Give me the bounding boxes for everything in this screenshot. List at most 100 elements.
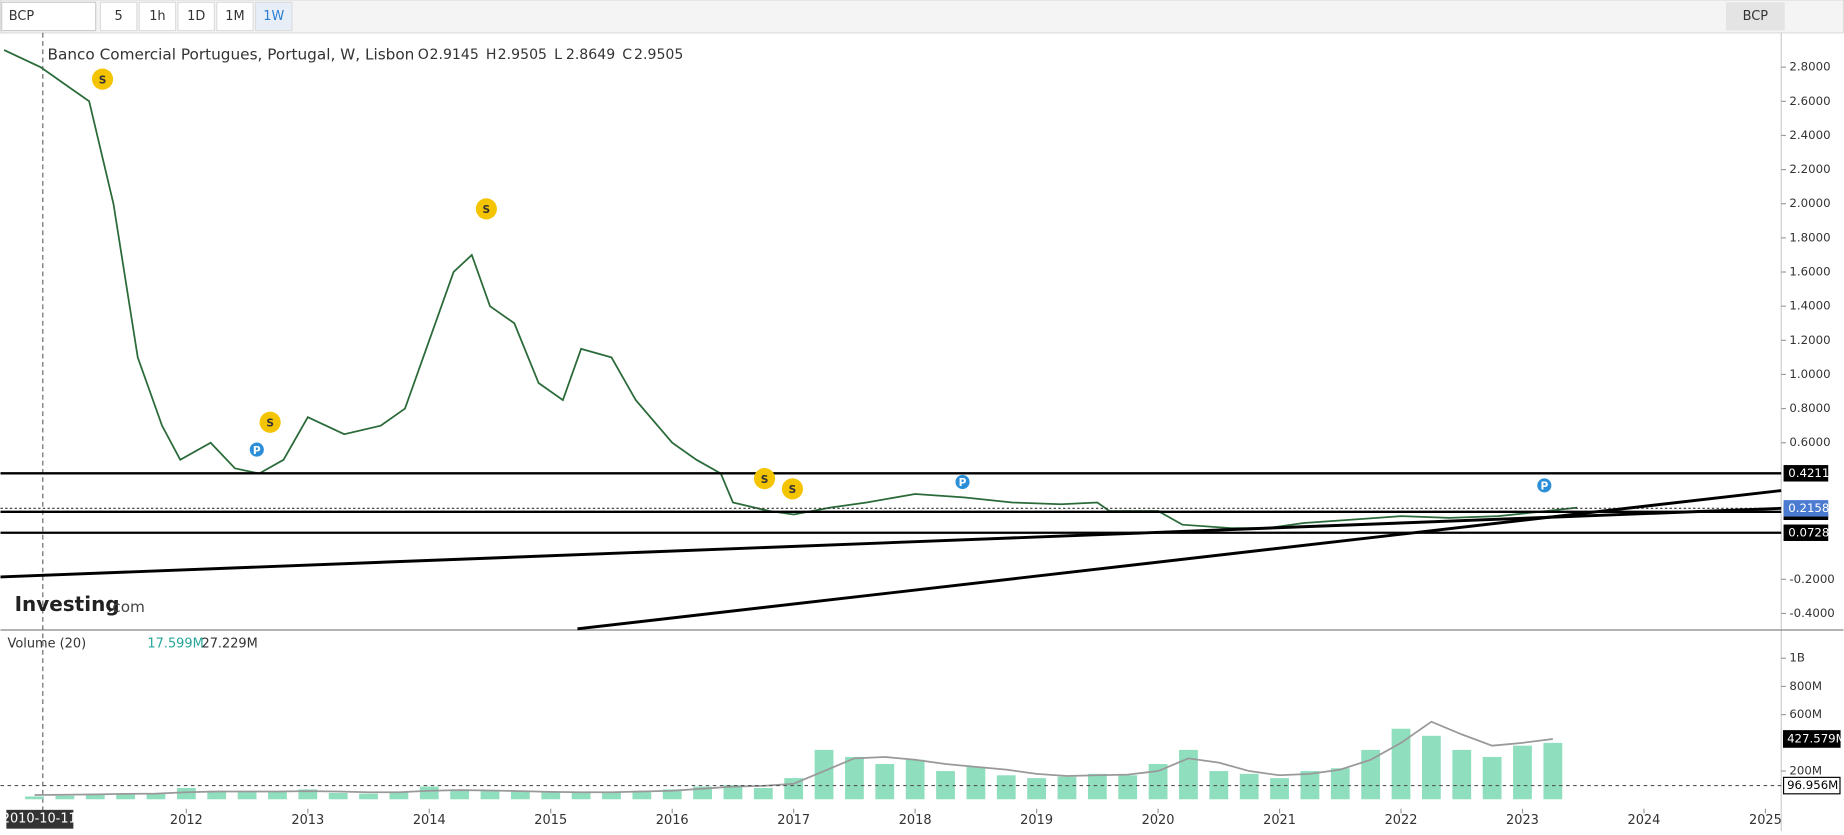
- event-label[interactable]: S: [266, 417, 274, 429]
- ohlc-key: O: [418, 47, 429, 63]
- event-label[interactable]: P: [253, 445, 261, 457]
- trendline: [0, 506, 1782, 579]
- y-tick-label: 1.0000: [1789, 367, 1830, 381]
- level-label: 0.4211: [1788, 466, 1829, 480]
- interval-label[interactable]: 1D: [187, 9, 205, 24]
- volume-bar: [814, 749, 834, 800]
- y-tick-label: 2.4000: [1789, 128, 1830, 142]
- y-tick-label: 1.4000: [1789, 299, 1830, 313]
- volume-bar: [541, 792, 561, 800]
- volume-bar: [25, 796, 44, 800]
- volume-bar: [1300, 771, 1320, 800]
- interval-button[interactable]: [254, 1, 293, 32]
- x-tick-label: 2018: [899, 813, 932, 828]
- volume-bar: [146, 793, 166, 800]
- ohlc-value: 2.9145: [430, 47, 479, 63]
- x-tick-label: 2022: [1385, 813, 1418, 828]
- ohlc-key: L: [554, 47, 562, 63]
- y-tick-label: 1.6000: [1789, 265, 1830, 279]
- interval-button[interactable]: [138, 1, 177, 32]
- volume-bar: [1361, 749, 1381, 800]
- volume-bar: [1452, 749, 1472, 800]
- y-tick-label: 800M: [1789, 679, 1822, 693]
- volume-bar: [1027, 778, 1047, 800]
- symbol[interactable]: BCP: [9, 9, 35, 24]
- event-label[interactable]: S: [99, 74, 107, 86]
- event-label[interactable]: S: [761, 474, 769, 486]
- volume-label: 427.579M: [1787, 731, 1844, 745]
- event-label[interactable]: P: [959, 477, 967, 489]
- interval-label[interactable]: 1h: [149, 9, 165, 24]
- volume-bar: [1482, 756, 1502, 800]
- y-tick-label: 200M: [1789, 764, 1822, 778]
- interval-label[interactable]: 1M: [225, 9, 244, 24]
- logo-suffix: .com: [107, 598, 144, 616]
- logo: Investing: [15, 592, 120, 616]
- current-price-box: [1783, 500, 1829, 517]
- event-label[interactable]: S: [789, 484, 797, 496]
- symbol-box[interactable]: [1, 1, 97, 32]
- chart-title: Banco Comercial Portugues, Portugal, W, …: [48, 46, 415, 64]
- volume-bar: [237, 792, 257, 800]
- volume-bar: [632, 790, 652, 800]
- interval-label[interactable]: 1W: [263, 9, 284, 24]
- volume-legend-value: 27.229M: [201, 637, 257, 652]
- event-marker[interactable]: [753, 468, 776, 490]
- event-label[interactable]: S: [483, 204, 491, 216]
- volume-legend-value: 17.599M: [147, 637, 203, 652]
- right-symbol-box[interactable]: [1725, 2, 1785, 31]
- level-label-box: [1783, 524, 1829, 541]
- current-price-label: 0.2158: [1788, 501, 1829, 515]
- x-tick-label: 2020: [1142, 813, 1175, 828]
- y-tick-label: 2.8000: [1789, 60, 1830, 74]
- ohlc-value: 2.8649: [566, 47, 615, 63]
- x-tick-label: 2019: [1020, 813, 1053, 828]
- event-marker[interactable]: [249, 442, 264, 457]
- event-marker[interactable]: [1537, 478, 1552, 493]
- volume-bar: [328, 792, 348, 800]
- interval-label[interactable]: 5: [115, 9, 123, 24]
- event-marker[interactable]: [475, 198, 497, 220]
- volume-bar: [510, 791, 530, 800]
- x-tick-label: 2017: [777, 813, 810, 828]
- volume-label-box: [1782, 730, 1841, 748]
- x-tick-label: 2016: [656, 813, 689, 828]
- volume-bar: [207, 790, 227, 800]
- volume-bar: [723, 785, 743, 800]
- event-label[interactable]: P: [1540, 481, 1548, 493]
- y-tick-label: 1.2000: [1789, 333, 1830, 347]
- x-tick-label: 2024: [1628, 813, 1661, 828]
- y-tick-label: -0.2000: [1789, 572, 1834, 586]
- x-tick-label: 2025: [1749, 813, 1782, 828]
- interval-button[interactable]: [99, 1, 138, 32]
- interval-button[interactable]: [216, 1, 254, 32]
- y-tick-label: 2.6000: [1789, 94, 1830, 108]
- event-marker[interactable]: [955, 474, 970, 490]
- volume-bar: [875, 764, 895, 800]
- volume-bar: [996, 775, 1016, 800]
- event-marker[interactable]: [259, 411, 281, 433]
- interval-button[interactable]: [177, 1, 216, 32]
- level-label-box: [1783, 465, 1829, 482]
- toolbar: [0, 0, 1844, 34]
- volume-bar: [1118, 775, 1138, 800]
- x-tick-label: 2021: [1263, 813, 1296, 828]
- right-symbol[interactable]: BCP: [1743, 9, 1769, 24]
- ohlc-key: H: [486, 47, 497, 63]
- ohlc-value: 2.9505: [634, 47, 683, 63]
- y-tick-label: 1B: [1789, 651, 1805, 665]
- volume-bar: [1209, 771, 1229, 800]
- y-tick-label: 0.6000: [1789, 435, 1830, 449]
- volume-label-box: [1782, 776, 1841, 795]
- event-marker[interactable]: [781, 478, 804, 500]
- volume-bar: [905, 759, 925, 800]
- event-marker[interactable]: [91, 68, 114, 90]
- y-tick-label: 2.0000: [1789, 196, 1830, 210]
- volume-bar: [1543, 742, 1563, 800]
- volume-bar: [268, 791, 287, 800]
- y-tick-label: 2.2000: [1789, 162, 1830, 176]
- y-tick-label: 0.8000: [1789, 401, 1830, 415]
